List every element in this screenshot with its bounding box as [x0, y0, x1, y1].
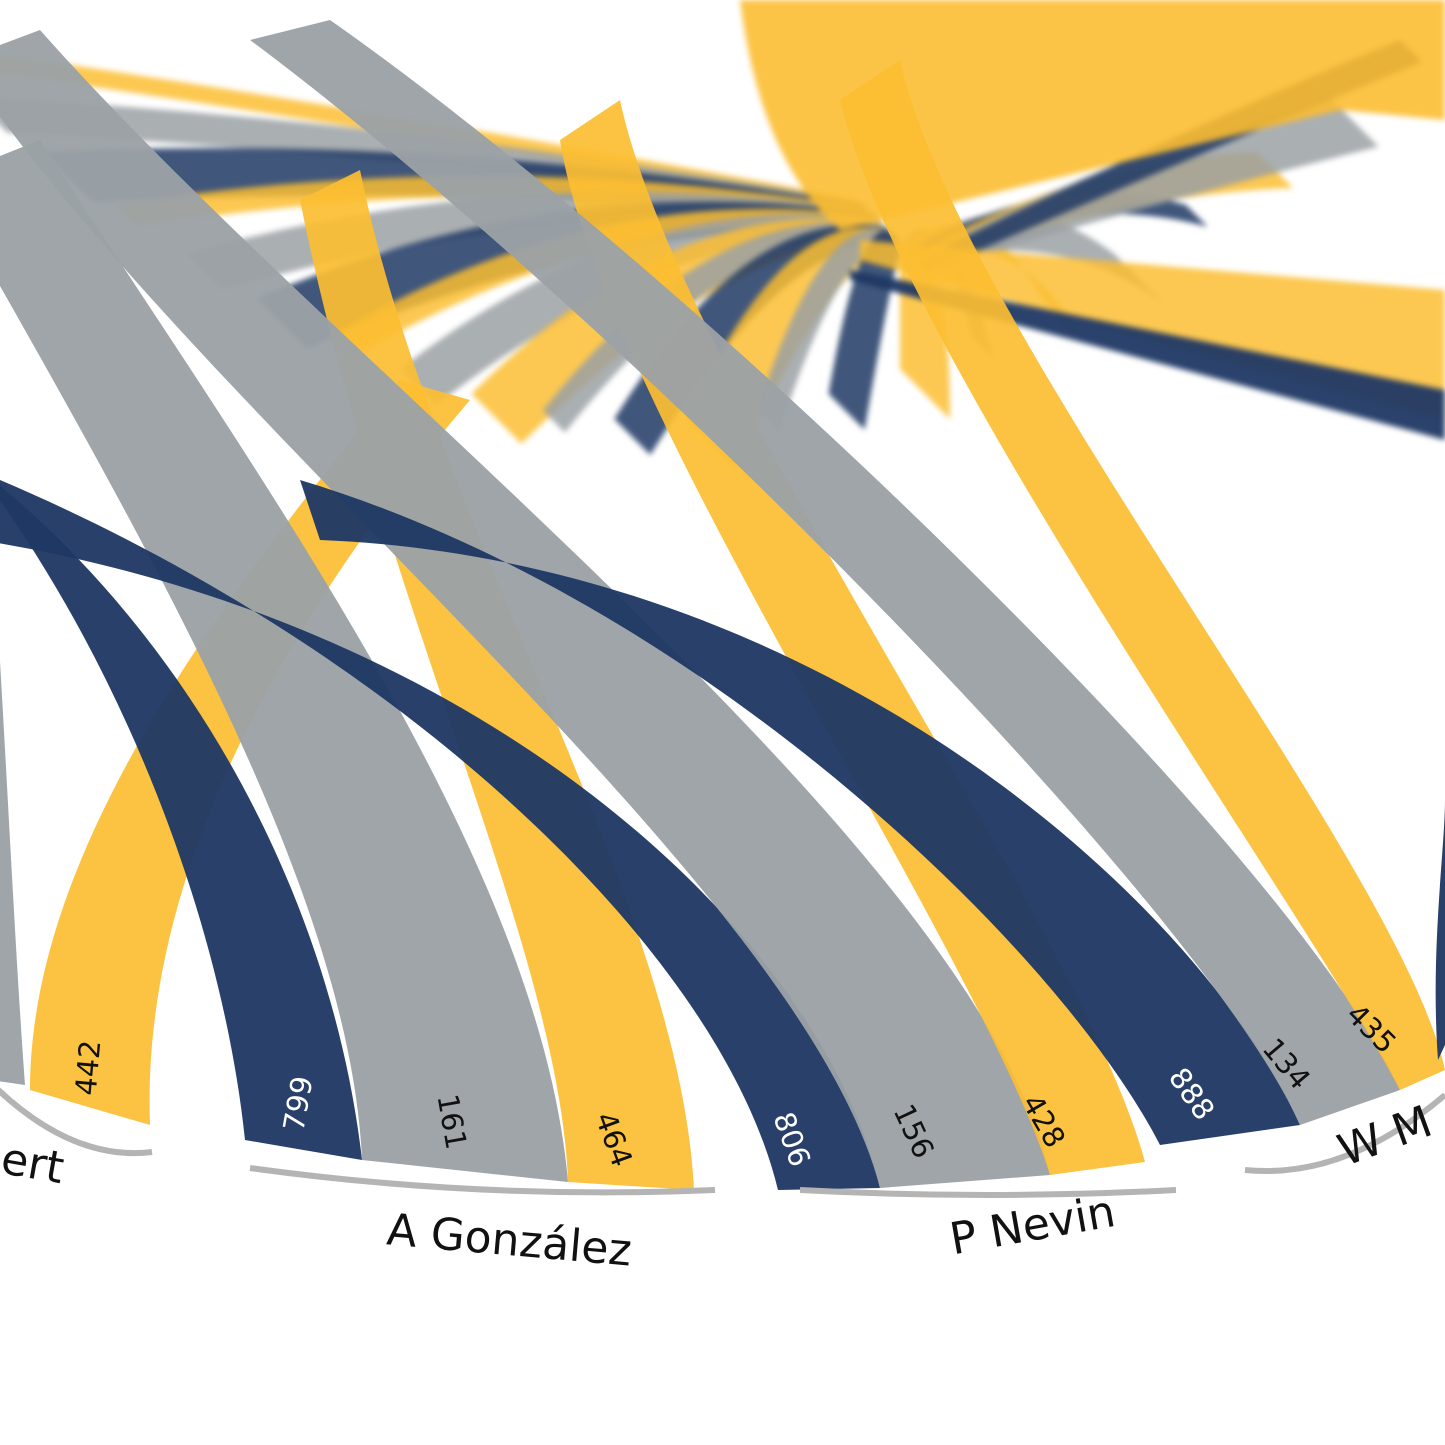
group-arc — [799, 1187, 1177, 1198]
ribbon-value-label: 442 — [69, 1039, 108, 1097]
group-label: ert — [0, 1133, 68, 1194]
chord-ribbon — [1435, 780, 1445, 1060]
background-ribbon — [917, 96, 1379, 272]
chord-ribbon — [0, 480, 880, 1190]
group-label: P Nevin — [946, 1186, 1119, 1265]
group-arc — [0, 1087, 153, 1157]
background-ribbon — [542, 221, 892, 433]
background-ribbon — [757, 229, 901, 433]
group-arc — [1244, 1092, 1445, 1175]
chord-ribbon — [0, 30, 1050, 1188]
group-arcs — [0, 1087, 1445, 1198]
chord-ribbon — [0, 140, 568, 1182]
group-arc — [249, 1165, 716, 1196]
chord-ribbon — [0, 661, 25, 1085]
background-ribbon — [114, 175, 875, 227]
chord-ribbon — [30, 380, 470, 1125]
chord-ribbon — [0, 485, 362, 1160]
chord-ribbon — [250, 20, 1400, 1125]
chord-ribbon — [300, 480, 1300, 1145]
foreground-ribbons — [0, 20, 1445, 1190]
chord-ribbon — [840, 60, 1445, 1090]
group-label: A González — [385, 1204, 634, 1276]
